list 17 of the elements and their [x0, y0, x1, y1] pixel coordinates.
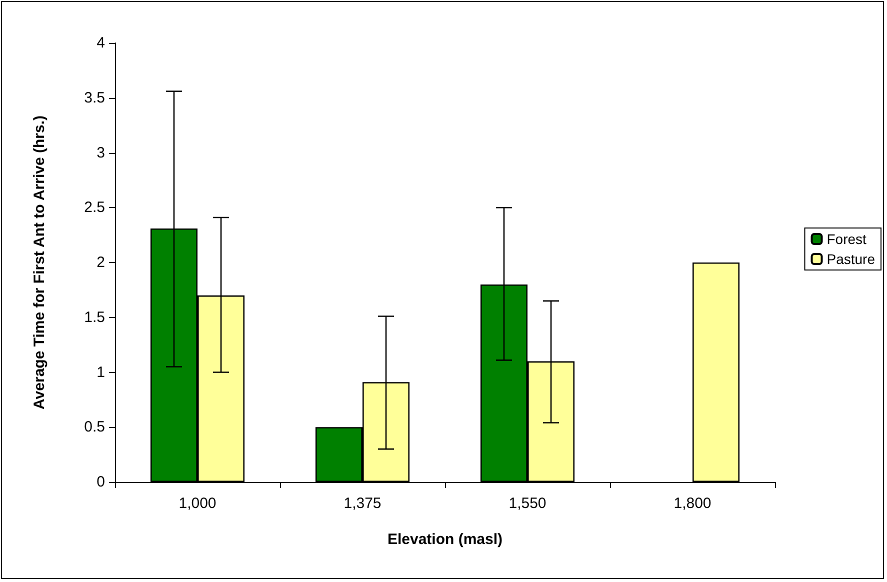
- x-tick-label: 1,550: [508, 495, 546, 512]
- y-tick-label: 3: [96, 144, 105, 162]
- y-tick-label: 0: [96, 474, 105, 490]
- x-tick-label: 1,375: [344, 495, 382, 512]
- x-tick-label: 1,800: [674, 495, 712, 512]
- x-axis-title: Elevation (masl): [387, 531, 503, 548]
- legend-label: Pasture: [826, 251, 876, 267]
- y-tick-label: 0.5: [84, 418, 105, 436]
- y-tick-label: 1.5: [84, 308, 105, 326]
- y-axis-title: Average Time for First Ant to Arrive (hrs.): [31, 116, 48, 410]
- x-tick-label: 1,000: [178, 495, 216, 512]
- y-tick-label: 1: [96, 364, 105, 381]
- y-tick-label: 2: [96, 254, 105, 271]
- y-tick-label: 4: [96, 34, 105, 52]
- y-tick-label: 3.5: [84, 89, 105, 106]
- legend-label: Forest: [826, 231, 867, 247]
- y-tick-label: 2.5: [84, 199, 105, 216]
